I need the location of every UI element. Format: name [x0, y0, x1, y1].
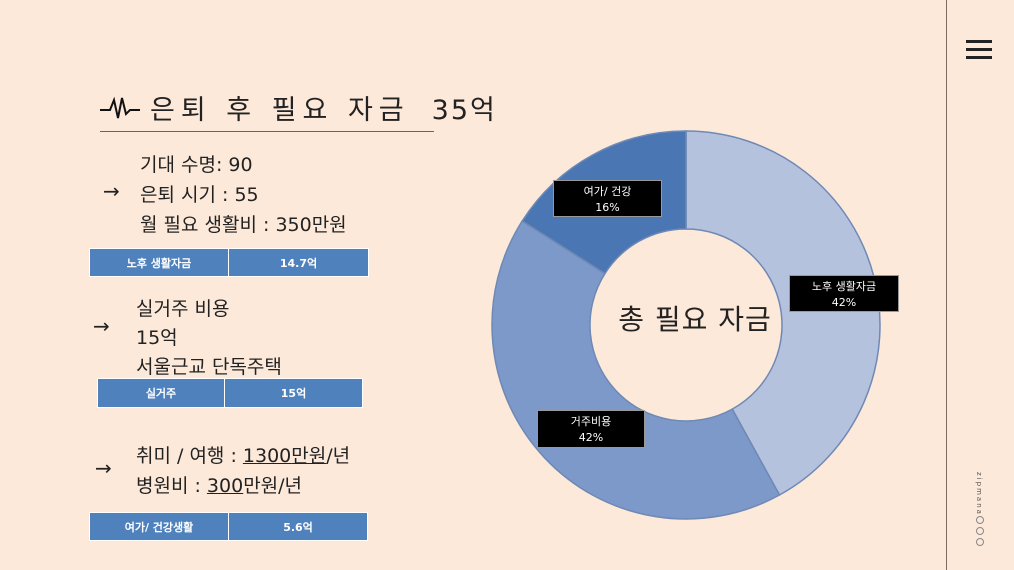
slice-label-leisure: 여가/ 건강 16% [553, 180, 662, 217]
housing-type-text: 서울근교 단독주택 [136, 356, 282, 378]
hobby-prefix: 취미 / 여행 : [136, 445, 243, 467]
hobby-travel-text: 취미 / 여행 : 1300만원/년 [136, 441, 350, 468]
donut-slice-0 [685, 130, 881, 497]
hobby-sep: / [326, 445, 333, 467]
medical-prefix: 병원비 : [136, 475, 207, 497]
slice-label-text: 여가/ 건강 [583, 185, 632, 198]
circle-icon [976, 516, 984, 524]
medical-suffix: 만원/년 [243, 475, 303, 497]
chart-center-label: 총 필요 자금 [618, 303, 772, 336]
circle-icon [976, 538, 984, 546]
slice-pct-text: 42% [578, 431, 604, 444]
right-divider [946, 0, 947, 570]
leisure-band: 여가/ 건강생활 5.6억 [89, 512, 368, 541]
slice-pct-text: 42% [831, 296, 857, 309]
medical-amount: 300 [206, 475, 244, 497]
pulse-icon [100, 96, 140, 119]
band-value: 14.7억 [279, 256, 318, 270]
slice-label-text: 거주비용 [570, 415, 612, 428]
housing-cost-text: 실거주 비용 [136, 298, 230, 320]
hobby-unit: 만원 [291, 445, 327, 467]
band-label: 여가/ 건강생활 [90, 513, 229, 540]
arrow-icon: → [95, 456, 112, 480]
arrow-icon: → [103, 179, 120, 203]
title-underline [100, 131, 434, 132]
slice-label-text: 노후 생활자금 [811, 280, 877, 293]
medical-text: 병원비 : 300만원/년 [136, 471, 302, 498]
band-label: 실거주 [98, 379, 225, 407]
band-value: 5.6억 [283, 520, 313, 534]
slice-label-living: 노후 생활자금 42% [789, 275, 899, 312]
living-fund-band: 노후 생활자금 14.7억 [89, 248, 369, 277]
hobby-suffix: 년 [332, 445, 351, 467]
page-title: 은퇴 후 필요 자금 35억 [150, 88, 497, 127]
slice-label-housing: 거주비용 42% [537, 410, 645, 448]
band-label: 노후 생활자금 [90, 249, 229, 276]
donut-slice-1 [491, 220, 781, 520]
brand-mark: zipmana [969, 458, 991, 548]
life-expectancy-text: 기대 수명: 90 [140, 154, 253, 176]
arrow-icon: → [93, 314, 110, 338]
band-value: 15억 [280, 387, 307, 400]
circle-icon [976, 527, 984, 535]
total-amount: 35억 [431, 95, 497, 126]
title-text: 은퇴 후 필요 자금 [150, 95, 410, 126]
monthly-expense-text: 월 필요 생활비 : 350만원 [140, 214, 347, 236]
retirement-age-text: 은퇴 시기 : 55 [140, 184, 259, 206]
housing-band: 실거주 15억 [97, 378, 363, 408]
housing-amount-text: 15억 [136, 327, 178, 349]
hamburger-menu-icon[interactable] [966, 40, 994, 60]
slice-pct-text: 16% [595, 201, 620, 214]
hobby-amount: 1300 [242, 445, 292, 467]
